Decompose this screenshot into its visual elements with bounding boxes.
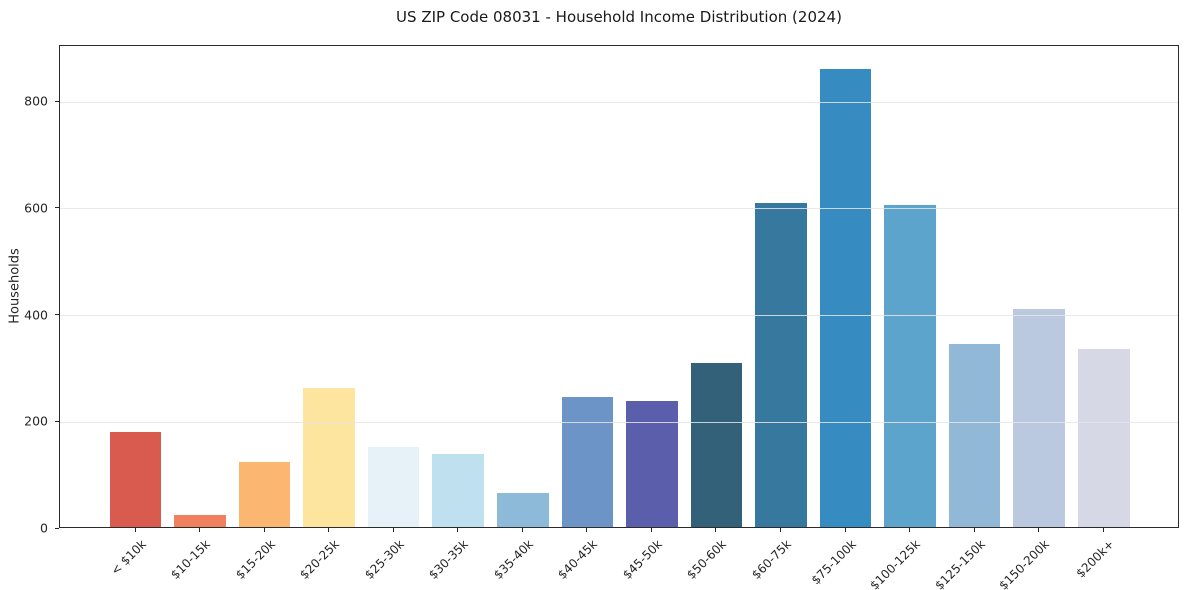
xtick-label-$100-125k: $100-125k bbox=[867, 537, 923, 590]
bar-$50-60k bbox=[690, 363, 743, 527]
xtick-label-$75-100k: $75-100k bbox=[808, 537, 859, 588]
xtick-mark-$50-60k bbox=[715, 528, 717, 532]
xtick-mark-$45-50k bbox=[650, 528, 652, 532]
xtick-label-$45-50k: $45-50k bbox=[619, 537, 665, 582]
bar-$45-50k bbox=[626, 401, 678, 527]
gridline-y-400 bbox=[60, 315, 1178, 317]
xtick-mark-$20-25k bbox=[328, 528, 330, 532]
bar-$150-200k bbox=[1013, 309, 1065, 527]
xtick-label-$25-30k: $25-30k bbox=[361, 537, 407, 582]
xtick-mark-$100-125k bbox=[909, 528, 911, 532]
ytick-mark-200 bbox=[55, 420, 59, 422]
ytick-mark-800 bbox=[55, 100, 59, 102]
ytick-label-0: 0 bbox=[40, 520, 48, 536]
xtick-mark-$40-45k bbox=[586, 528, 588, 532]
xtick-mark-$30-35k bbox=[457, 528, 459, 532]
xtick-mark-$75-100k bbox=[844, 528, 846, 532]
ytick-label-600: 600 bbox=[24, 200, 48, 216]
xtick-label-$150-200k: $150-200k bbox=[996, 537, 1053, 590]
gridline-y-800 bbox=[60, 101, 1178, 103]
bar-$40-45k bbox=[561, 396, 614, 527]
bar-$25-30k bbox=[367, 446, 420, 527]
ytick-mark-600 bbox=[55, 207, 59, 209]
xtick-label-$35-40k: $35-40k bbox=[490, 537, 536, 582]
xtick-label-$50-60k: $50-60k bbox=[684, 537, 730, 582]
ytick-label-800: 800 bbox=[24, 93, 48, 109]
gridline-y-600 bbox=[60, 208, 1178, 210]
xtick-label-$60-75k: $60-75k bbox=[749, 537, 794, 582]
xtick-mark-$35-40k bbox=[521, 528, 523, 532]
bar-$10-15k bbox=[174, 515, 226, 527]
bar-$20-25k bbox=[303, 388, 355, 527]
bar-$15-20k bbox=[238, 461, 291, 527]
bar-< $10k bbox=[109, 432, 162, 527]
xtick-label-$40-45k: $40-45k bbox=[555, 537, 601, 582]
bar-$75-100k bbox=[819, 69, 872, 527]
xtick-mark-$10-15k bbox=[199, 528, 201, 532]
bar-$30-35k bbox=[432, 453, 485, 527]
xtick-mark-$200k+ bbox=[1102, 528, 1104, 532]
bar-$200k+ bbox=[1077, 349, 1130, 527]
xtick-label-$30-35k: $30-35k bbox=[426, 537, 472, 582]
ytick-mark-0 bbox=[55, 527, 59, 529]
ytick-label-400: 400 bbox=[24, 307, 48, 323]
chart-title: US ZIP Code 08031 - Household Income Dis… bbox=[396, 8, 842, 26]
plot-area bbox=[59, 45, 1179, 528]
bar-$100-125k bbox=[884, 204, 936, 527]
bar-$35-40k bbox=[497, 493, 549, 527]
xtick-mark-$25-30k bbox=[392, 528, 394, 532]
xtick-label-$125-150k: $125-150k bbox=[931, 537, 988, 590]
gridline-y-200 bbox=[60, 421, 1178, 423]
xtick-mark-$15-20k bbox=[263, 528, 265, 532]
xtick-label-$20-25k: $20-25k bbox=[297, 537, 343, 582]
xtick-mark-$60-75k bbox=[780, 528, 781, 532]
xtick-mark-$150-200k bbox=[1038, 528, 1040, 532]
xtick-label-< $10k: < $10k bbox=[107, 537, 149, 578]
xtick-mark-< $10k bbox=[134, 528, 136, 532]
xtick-label-$200k+: $200k+ bbox=[1073, 537, 1117, 581]
xtick-label-$15-20k: $15-20k bbox=[232, 537, 278, 582]
bar-$60-75k bbox=[755, 203, 807, 527]
ytick-label-200: 200 bbox=[24, 413, 48, 429]
xtick-label-$10-15k: $10-15k bbox=[168, 537, 213, 582]
ytick-mark-400 bbox=[55, 314, 59, 316]
xtick-mark-$125-150k bbox=[973, 528, 975, 532]
bar-$125-150k bbox=[948, 344, 1001, 527]
